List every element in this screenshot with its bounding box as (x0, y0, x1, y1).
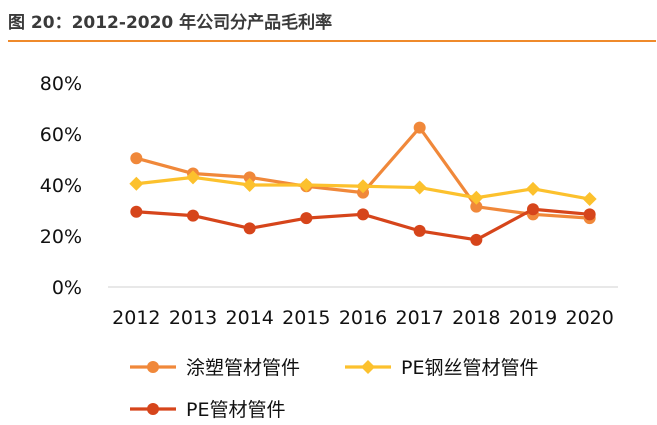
y-tick-label: 60% (40, 124, 82, 146)
data-point (470, 233, 483, 246)
title-rule (8, 40, 656, 42)
legend-marker (147, 361, 159, 373)
data-point (357, 208, 369, 221)
data-point (583, 208, 596, 221)
series-3 (130, 203, 596, 246)
data-point (130, 205, 143, 218)
x-tick-label: 2016 (339, 307, 387, 329)
y-tick-label: 0% (52, 277, 82, 299)
data-point (527, 203, 539, 216)
data-point (300, 212, 313, 225)
data-point (242, 178, 257, 192)
y-tick-label: 20% (40, 226, 82, 248)
x-tick-label: 2014 (225, 307, 273, 329)
data-point (243, 171, 256, 184)
series-layer (129, 121, 597, 246)
data-point (526, 181, 540, 196)
legend-marker (147, 403, 159, 415)
x-tick-label: 2015 (282, 307, 330, 329)
x-tick-label: 2013 (169, 307, 217, 329)
legend-label: PE钢丝管材管件 (401, 357, 538, 379)
data-point (469, 190, 484, 205)
data-point (582, 192, 597, 207)
x-tick-label: 2017 (395, 307, 443, 329)
legend-layer: 涂塑管材管件 PE钢丝管材管件 PE管材管件 (130, 357, 538, 421)
legend-label: 涂塑管材管件 (186, 357, 300, 379)
y-tick-label: 40% (40, 175, 82, 197)
data-point (299, 178, 314, 192)
x-tick-label: 2018 (452, 307, 500, 329)
x-tick-label: 2020 (565, 307, 613, 329)
figure-title: 图 20：2012-2020 年公司分产品毛利率 (8, 13, 333, 33)
data-point (129, 176, 144, 191)
data-point (470, 200, 483, 213)
data-point (130, 152, 143, 165)
data-point (243, 222, 256, 235)
series-line (135, 126, 590, 220)
data-point (356, 179, 370, 194)
data-point (413, 121, 426, 134)
x-tick-label: 2019 (509, 307, 557, 329)
y-tick-label: 80% (40, 73, 82, 95)
data-point (413, 224, 426, 237)
data-point (186, 170, 200, 185)
x-tick-label: 2012 (112, 307, 160, 329)
legend-entry: 涂塑管材管件 (130, 357, 300, 379)
legend-marker (361, 360, 375, 374)
legend-entry: PE管材管件 (130, 399, 285, 421)
series-2 (129, 170, 597, 207)
legend-entry: PE钢丝管材管件 (345, 357, 538, 379)
legend-label: PE管材管件 (186, 399, 285, 421)
data-point (412, 180, 427, 195)
axis-layer: 0% 20% 40% 60% 80% 2012 2013 2014 2015 2016 2017 20… (40, 73, 618, 329)
data-point (187, 209, 199, 222)
